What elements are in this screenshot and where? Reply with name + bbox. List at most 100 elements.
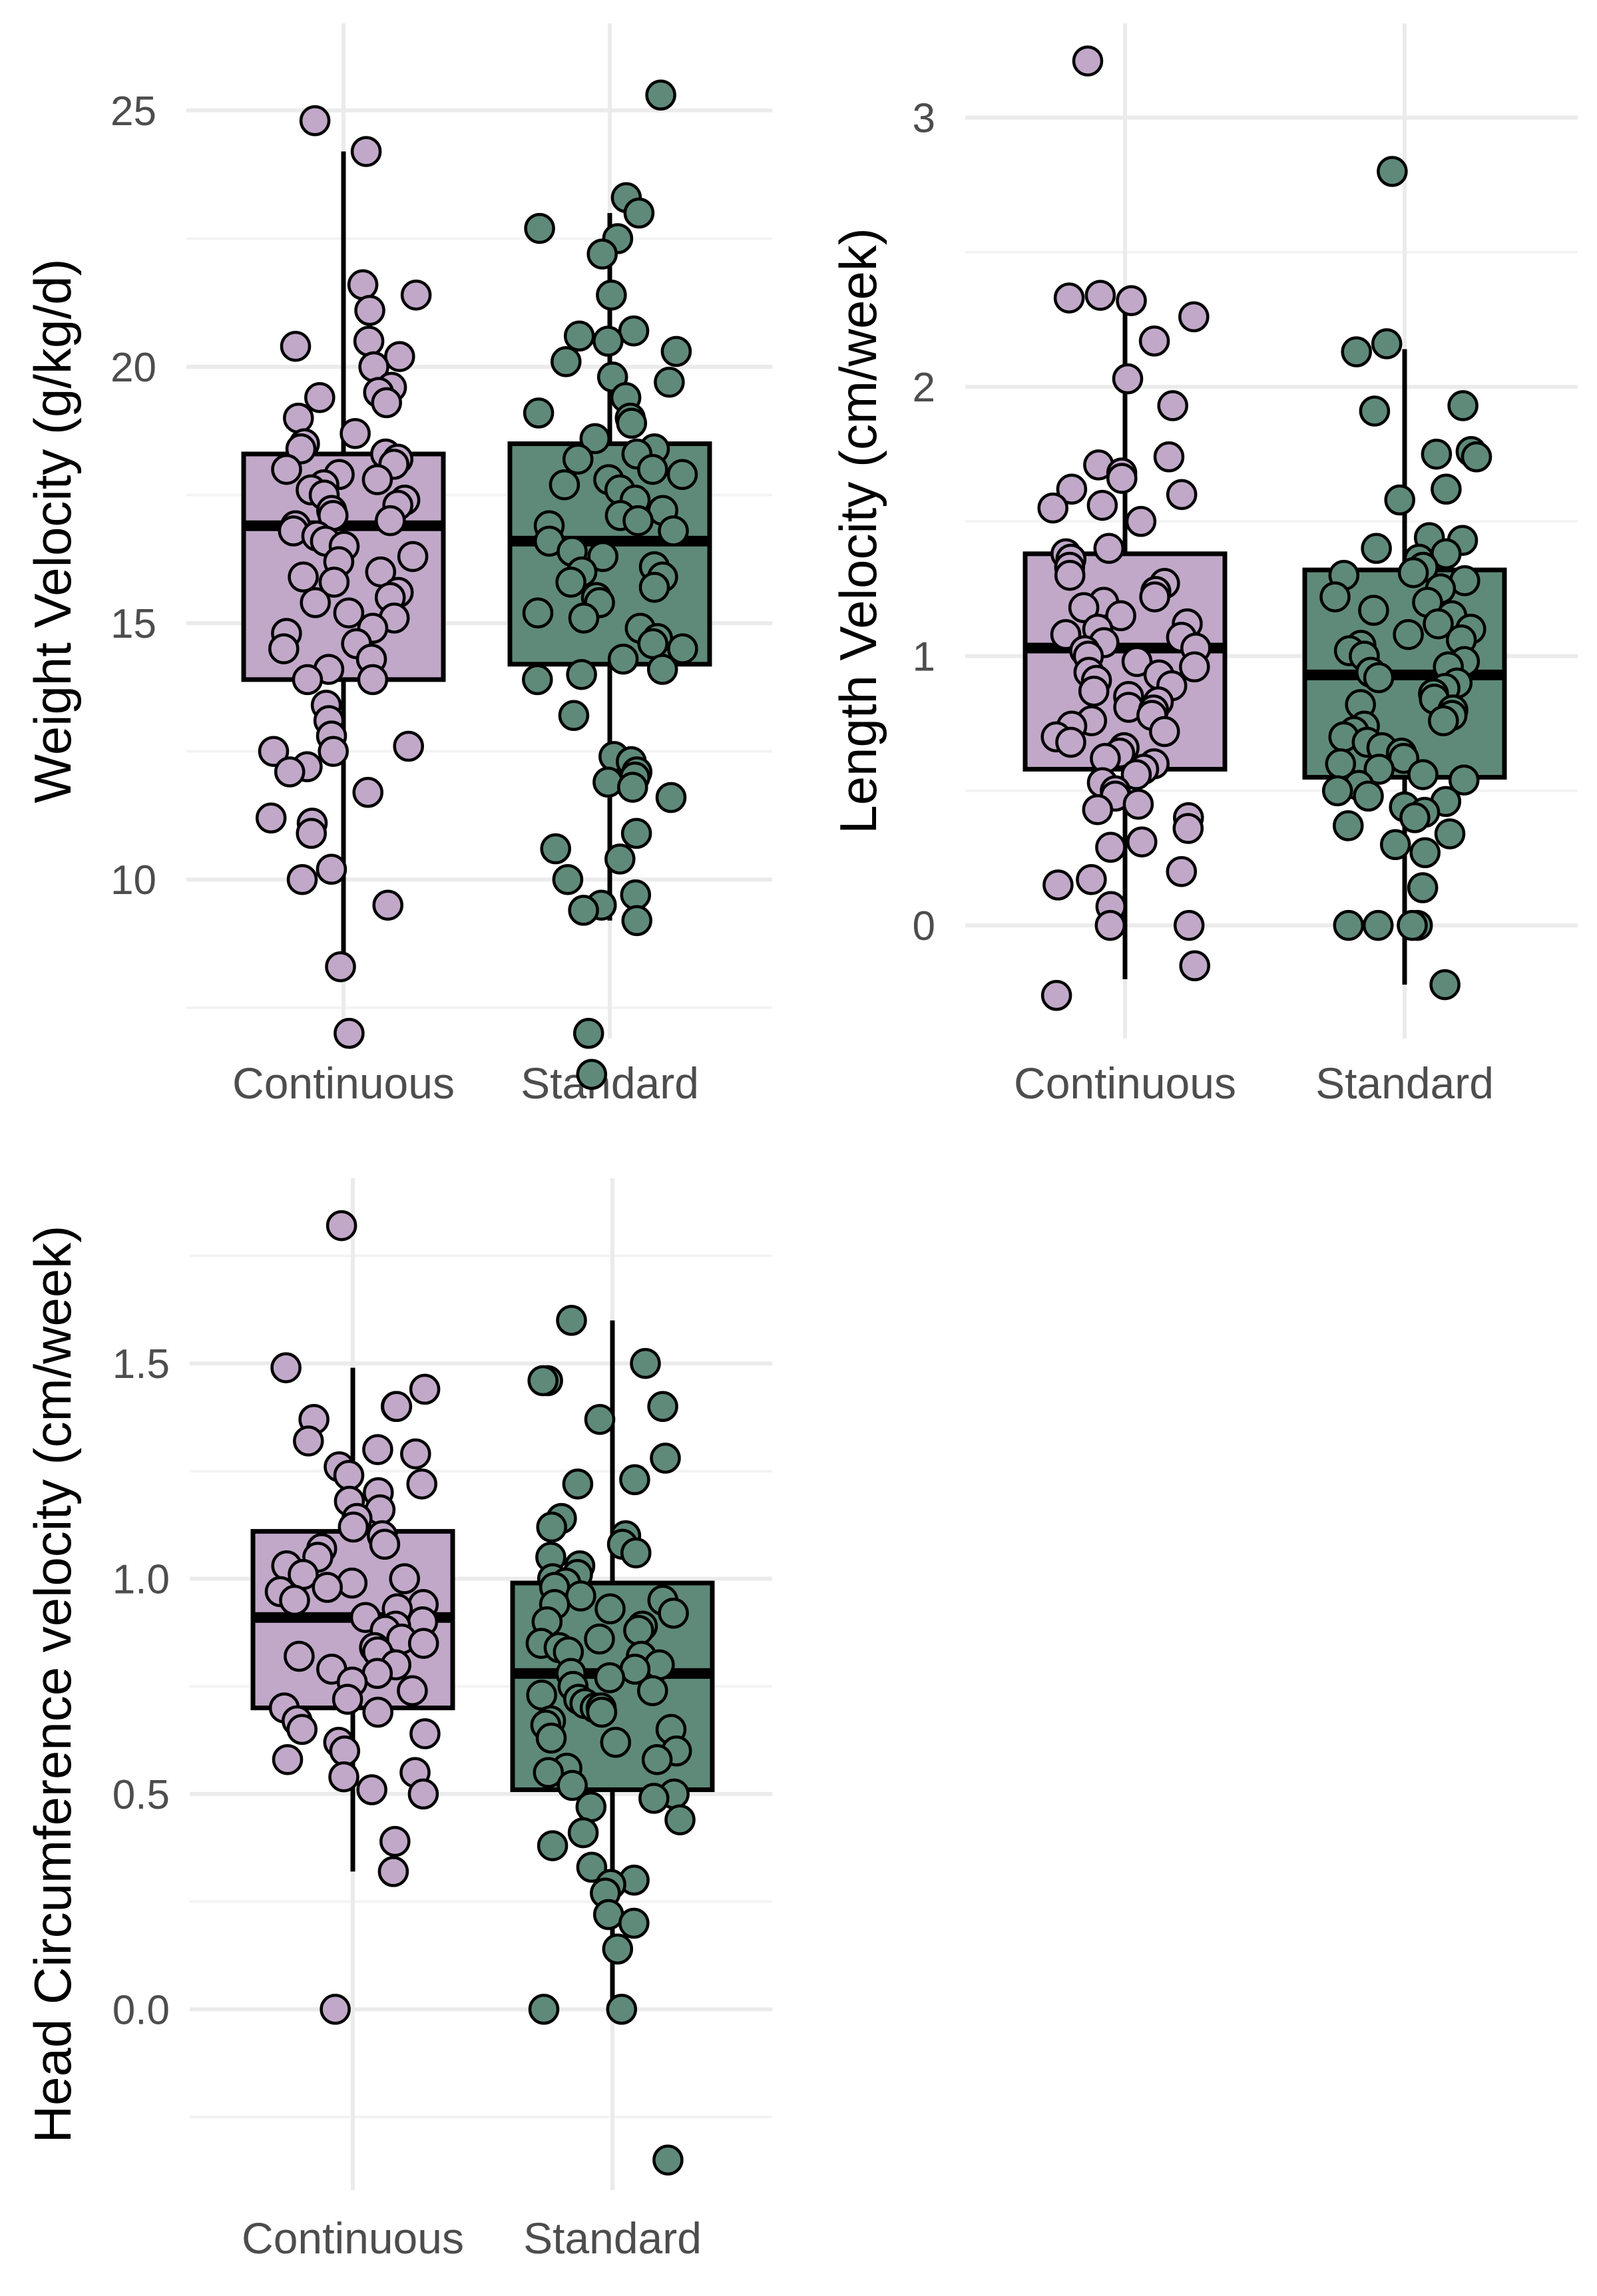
- panel-weight-velocity: 10 15 20 25 Continuous Standard Weight Velocit…: [23, 23, 772, 1108]
- data-point: [533, 1757, 565, 1788]
- y-tick-label: 3: [913, 96, 935, 142]
- data-point: [551, 346, 582, 377]
- data-point: [602, 1933, 634, 1965]
- x-category-label: Standard: [521, 1058, 699, 1108]
- data-point: [369, 1528, 401, 1560]
- data-point: [667, 633, 698, 664]
- data-point: [357, 664, 389, 696]
- y-tick-label: 0: [913, 903, 935, 949]
- data-point: [664, 1804, 696, 1835]
- data-point: [389, 1563, 420, 1594]
- data-point: [1179, 651, 1210, 683]
- data-point: [312, 1572, 343, 1603]
- data-point: [586, 1696, 618, 1728]
- data-point: [1341, 336, 1372, 367]
- data-point: [258, 736, 290, 767]
- data-point: [354, 295, 385, 326]
- data-point: [575, 1791, 607, 1823]
- data-point: [1434, 818, 1466, 849]
- data-point: [638, 1783, 670, 1814]
- data-point: [617, 772, 648, 803]
- data-point: [637, 628, 668, 660]
- data-point: [286, 863, 318, 895]
- data-point: [584, 1403, 616, 1435]
- data-point: [375, 505, 406, 537]
- data-point: [318, 736, 349, 767]
- data-point: [1086, 489, 1118, 521]
- data-point: [1179, 950, 1210, 982]
- data-point: [592, 1899, 624, 1931]
- y-tick-label: 10: [111, 857, 156, 903]
- data-point: [1139, 581, 1170, 612]
- data-point: [638, 571, 670, 603]
- data-point: [1078, 675, 1110, 707]
- data-point: [620, 879, 652, 911]
- data-point: [286, 1714, 318, 1745]
- data-point: [537, 1830, 569, 1861]
- data-point: [522, 664, 553, 696]
- data-point: [540, 833, 571, 865]
- data-point: [384, 341, 415, 372]
- data-point: [1397, 557, 1429, 588]
- data-point: [1407, 759, 1439, 790]
- data-point: [1076, 864, 1107, 895]
- x-category-label: Standard: [523, 2213, 702, 2263]
- data-point: [1040, 980, 1072, 1011]
- data-point: [293, 1425, 324, 1457]
- data-point: [1379, 829, 1411, 861]
- data-point: [1371, 328, 1403, 359]
- data-point: [660, 336, 692, 367]
- data-point: [397, 541, 429, 573]
- data-point: [563, 320, 595, 352]
- data-point: [333, 597, 365, 628]
- data-point: [566, 658, 597, 690]
- data-point: [268, 633, 300, 664]
- data-point: [362, 1696, 393, 1728]
- y-axis-title: Length Velocity (cm/week): [829, 228, 887, 833]
- data-point: [320, 1994, 351, 2025]
- data-point: [584, 1623, 615, 1655]
- data-point: [1149, 716, 1180, 748]
- data-point: [1166, 479, 1198, 511]
- data-point: [620, 1537, 652, 1568]
- data-point: [562, 1468, 594, 1500]
- data-point: [1178, 301, 1210, 333]
- data-point: [555, 567, 586, 598]
- data-point: [655, 782, 687, 813]
- data-point: [600, 1727, 632, 1758]
- data-point: [407, 1628, 439, 1659]
- data-point: [587, 541, 618, 573]
- x-category-label: Continuous: [242, 2213, 464, 2263]
- data-point: [393, 730, 424, 762]
- data-point: [658, 1598, 689, 1629]
- data-point: [637, 1675, 668, 1706]
- data-point: [400, 279, 432, 311]
- data-point: [1112, 363, 1144, 395]
- data-point: [562, 443, 594, 475]
- data-point: [1122, 788, 1154, 820]
- data-point: [283, 402, 314, 434]
- data-point: [1333, 810, 1364, 841]
- data-point: [1157, 390, 1188, 421]
- data-point: [619, 1464, 650, 1496]
- data-point: [557, 1769, 588, 1801]
- data-point: [271, 453, 302, 485]
- data-point: [623, 197, 655, 229]
- data-point: [604, 843, 636, 875]
- data-point: [586, 238, 618, 270]
- y-tick-label: 1.5: [113, 1341, 170, 1387]
- data-point: [296, 817, 327, 849]
- data-point: [1068, 592, 1100, 624]
- data-point: [1421, 438, 1453, 470]
- data-point: [1384, 484, 1415, 516]
- data-point: [328, 1761, 359, 1793]
- data-point: [565, 1580, 596, 1612]
- data-point: [618, 1907, 650, 1939]
- data-point: [407, 1778, 439, 1810]
- data-point: [594, 1593, 626, 1625]
- x-category-label: Continuous: [232, 1058, 455, 1108]
- data-point: [362, 1434, 393, 1465]
- data-point: [1428, 705, 1459, 736]
- data-point: [1353, 780, 1384, 812]
- data-point: [379, 1825, 411, 1857]
